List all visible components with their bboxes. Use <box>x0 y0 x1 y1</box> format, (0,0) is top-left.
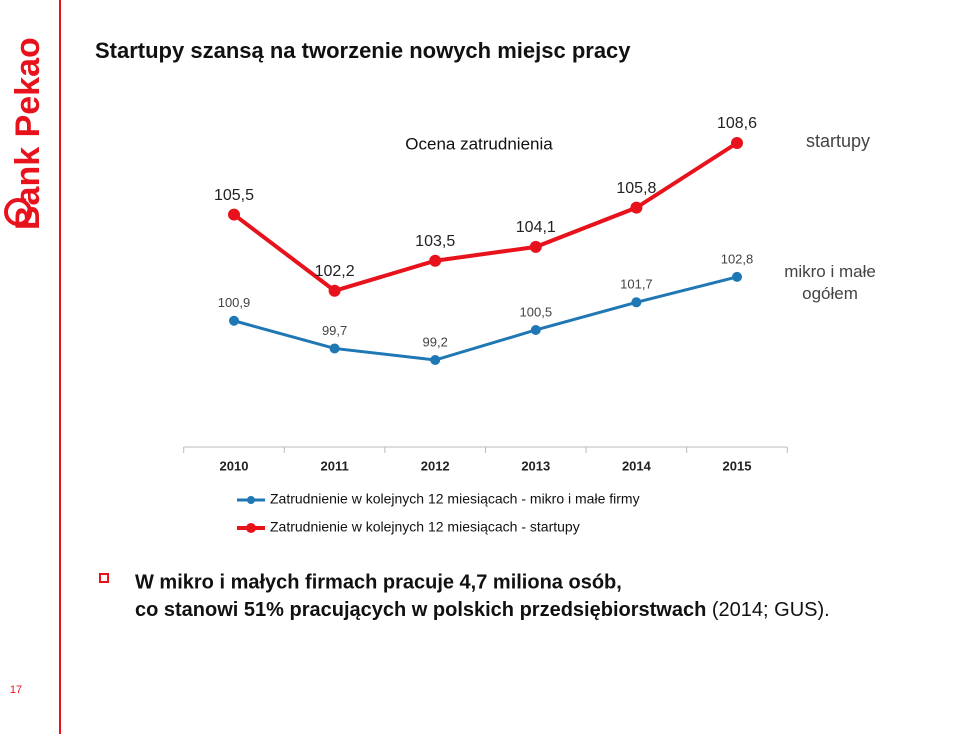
marker <box>229 315 239 326</box>
legend-marker <box>247 496 255 504</box>
chart-title: Ocena zatrudnienia <box>405 134 553 153</box>
marker <box>631 297 642 308</box>
x-tick-label: 2015 <box>723 458 752 473</box>
note-line: W mikro i małych firmach pracuje 4,7 mil… <box>135 571 622 593</box>
data-label: 100,5 <box>520 304 553 319</box>
x-tick-label: 2014 <box>622 458 652 473</box>
x-tick-label: 2010 <box>220 458 249 473</box>
data-label: 99,2 <box>423 334 448 349</box>
data-label: 104,1 <box>516 219 556 236</box>
logo: Bank Pekao <box>9 37 47 230</box>
marker <box>329 343 340 354</box>
page-number: 17 <box>10 684 22 696</box>
marker <box>530 324 541 335</box>
note-normal: (2014; GUS). <box>712 599 830 621</box>
x-tick-label: 2011 <box>320 458 348 473</box>
data-label: 102,2 <box>315 263 355 280</box>
logo-icon <box>4 198 32 226</box>
marker <box>731 137 743 149</box>
marker <box>430 355 441 365</box>
line <box>232 141 739 293</box>
marker <box>529 240 542 253</box>
legend-label: Zatrudnienie w kolejnych 12 miesiącach -… <box>270 491 640 507</box>
data-label: 99,7 <box>322 323 347 338</box>
annotation: mikro i małe ogółem <box>784 262 876 303</box>
x-tick-label: 2013 <box>521 458 550 473</box>
annotation: startupy <box>806 131 870 151</box>
data-label: 103,5 <box>415 233 455 250</box>
legend-marker <box>246 523 256 533</box>
bullet <box>99 573 109 583</box>
slide-title: Startupy szansą na tworzenie nowych miej… <box>95 38 631 63</box>
marker <box>328 284 341 297</box>
line <box>233 275 738 362</box>
data-label: 105,5 <box>214 187 254 204</box>
marker <box>732 271 742 282</box>
data-label: 108,6 <box>717 115 757 132</box>
data-label: 102,8 <box>721 251 754 266</box>
marker <box>429 254 442 267</box>
data-label: 100,9 <box>218 295 251 310</box>
x-tick-label: 2012 <box>421 458 450 473</box>
marker <box>228 208 240 221</box>
marker <box>630 201 643 214</box>
data-label: 105,8 <box>616 180 656 197</box>
note-line: co stanowi 51% pracujących w polskich pr… <box>135 599 830 621</box>
note-bold: co stanowi 51% pracujących w polskich pr… <box>135 599 706 621</box>
legend-label: Zatrudnienie w kolejnych 12 miesiącach -… <box>270 519 580 535</box>
data-label: 101,7 <box>620 277 653 292</box>
